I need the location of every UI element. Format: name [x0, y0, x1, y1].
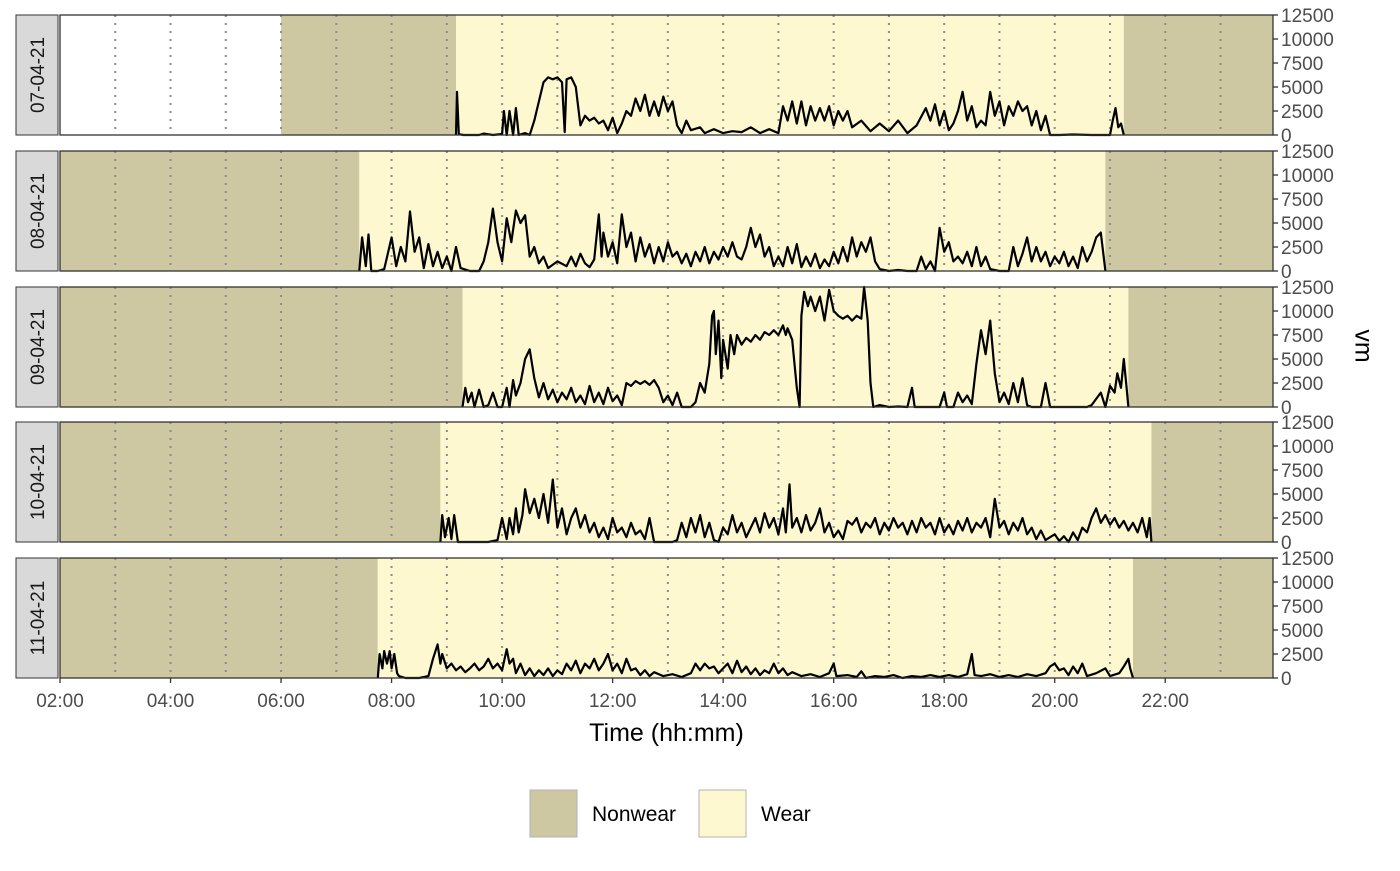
y-tick-label: 7500: [1281, 461, 1323, 482]
activity-line: [376, 643, 1135, 680]
nonwear-segment: [60, 151, 360, 271]
x-tick-label: 22:00: [1141, 691, 1189, 712]
y-tick-label: 5000: [1281, 621, 1323, 642]
legend-key-nonwear: [529, 789, 578, 838]
wear-segment: [440, 422, 1152, 542]
y-tick-label: 0: [1281, 533, 1292, 554]
x-tick-label: 18:00: [920, 691, 968, 712]
y-tick-label: 12500: [1281, 142, 1334, 163]
wear-segment: [462, 287, 1129, 407]
panel-border: [59, 557, 1274, 679]
y-tick-label: 0: [1281, 126, 1292, 147]
y-tick-label: 2500: [1281, 102, 1323, 123]
wear-segment: [359, 151, 1106, 271]
facet-date-label: 10-04-21: [28, 444, 49, 520]
y-tick-label: 0: [1281, 398, 1292, 419]
nonwear-segment: [60, 287, 463, 407]
facet-strip: [15, 14, 59, 136]
x-tick-label: 12:00: [589, 691, 637, 712]
x-tick-label: 20:00: [1031, 691, 1079, 712]
nonwear-segment: [60, 558, 378, 678]
nonwear-segment: [1133, 558, 1273, 678]
y-tick-label: 2500: [1281, 509, 1323, 530]
nonwear-segment: [60, 422, 441, 542]
y-tick-label: 5000: [1281, 214, 1323, 235]
nonwear-segment: [1151, 422, 1273, 542]
facet-date-label: 08-04-21: [28, 173, 49, 249]
facet-strip: [15, 286, 59, 408]
x-tick-label: 14:00: [699, 691, 747, 712]
y-tick-label: 10000: [1281, 30, 1334, 51]
facet-panel: 09-04-21 0 2500 5000 7500 10000 12500: [15, 278, 1334, 419]
y-tick-label: 2500: [1281, 645, 1323, 666]
y-tick-label: 7500: [1281, 326, 1323, 347]
nonwear-segment: [1123, 15, 1273, 135]
facet-panel: 08-04-21 0 2500 5000 7500 10000 12500: [15, 142, 1334, 283]
y-tick-label: 12500: [1281, 278, 1334, 299]
panel-border: [59, 286, 1274, 408]
y-tick-label: 12500: [1281, 413, 1334, 434]
x-tick-label: 06:00: [257, 691, 305, 712]
y-axis-title: vm: [1349, 329, 1377, 362]
x-tick-label: 02:00: [36, 691, 84, 712]
x-axis: Time (hh:mm) 02:00 04:00 06:00 08:00 10:00 12…: [36, 678, 1189, 747]
y-tick-label: 10000: [1281, 302, 1334, 323]
x-tick-label: 10:00: [478, 691, 526, 712]
facet-panel: 10-04-21 0 2500 5000 7500 10000 12500: [15, 413, 1334, 554]
activity-line: [439, 478, 1153, 544]
panel-border: [59, 421, 1274, 543]
nonwear-segment: [1128, 287, 1273, 407]
y-tick-label: 2500: [1281, 238, 1323, 259]
y-tick-label: 5000: [1281, 350, 1323, 371]
y-tick-label: 0: [1281, 262, 1292, 283]
y-tick-label: 7500: [1281, 54, 1323, 75]
y-tick-label: 2500: [1281, 374, 1323, 395]
facet-panel: 11-04-21 0 2500 5000 7500 10000 12500: [15, 549, 1334, 690]
facet-strip: [15, 557, 59, 679]
facet-date-label: 11-04-21: [28, 581, 49, 656]
legend-key-wear: [698, 789, 747, 838]
x-tick-label: 08:00: [368, 691, 416, 712]
nonwear-segment: [1105, 151, 1273, 271]
panel-border: [59, 14, 1274, 136]
x-tick-label: 16:00: [810, 691, 858, 712]
legend-label-nonwear: Nonwear: [592, 803, 676, 826]
y-tick-label: 7500: [1281, 597, 1323, 618]
legend: Nonwear Wear: [529, 789, 811, 838]
y-tick-label: 10000: [1281, 573, 1334, 594]
y-tick-label: 10000: [1281, 437, 1334, 458]
y-tick-label: 12500: [1281, 549, 1334, 570]
facet-date-label: 07-04-21: [28, 37, 49, 113]
wear-segment: [456, 15, 1124, 135]
x-axis-title: Time (hh:mm): [589, 719, 744, 747]
x-tick-label: 04:00: [147, 691, 195, 712]
y-tick-label: 12500: [1281, 6, 1334, 27]
wear-segment: [377, 558, 1134, 678]
y-tick-label: 0: [1281, 669, 1292, 690]
facet-panels: 07-04-210250050007500100001250008-04-210…: [15, 6, 1334, 690]
y-tick-label: 10000: [1281, 166, 1334, 187]
nonwear-segment: [281, 15, 457, 135]
y-tick-label: 5000: [1281, 485, 1323, 506]
panel-border: [59, 150, 1274, 272]
y-tick-label: 7500: [1281, 190, 1323, 211]
facet-strip: [15, 421, 59, 543]
facet-date-label: 09-04-21: [28, 309, 49, 385]
facet-panel: 07-04-21 0 2500 5000 7500 10000 12500: [15, 6, 1334, 147]
activity-line: [454, 76, 1125, 137]
activity-line: [461, 285, 1130, 409]
facet-strip: [15, 150, 59, 272]
activity-line: [358, 207, 1107, 273]
legend-label-wear: Wear: [761, 803, 811, 826]
y-tick-label: 5000: [1281, 78, 1323, 99]
